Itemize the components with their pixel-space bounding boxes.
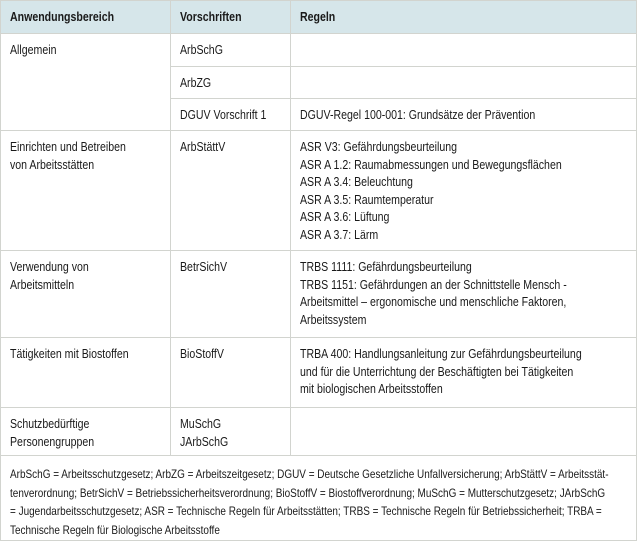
regel-text: Arbeitssystem <box>300 312 367 327</box>
header-anwendungsbereich: Anwendungsbereich <box>0 0 171 34</box>
table-row: Einrichten und Betreiben von Arbeitsstät… <box>0 130 637 251</box>
footnote-line: Technische Regeln für Biologische Arbeit… <box>10 523 220 537</box>
header-label: Anwendungsbereich <box>10 10 115 24</box>
table-header-row: Anwendungsbereich Vorschriften Regeln <box>0 0 637 34</box>
bereich-text: Einrichten und Betreiben <box>10 140 126 154</box>
table-row: ArbZG <box>1 66 637 99</box>
table-row: Allgemein ArbSchG <box>0 33 637 131</box>
vorschrift-text: ArbStättV <box>180 140 226 154</box>
regel-text: ASR A 3.5: Raumtemperatur <box>300 192 434 207</box>
cell-vorschrift: DGUV Vorschrift 1 <box>170 98 291 131</box>
cell-bereich: Verwendung von Arbeitsmitteln <box>0 250 171 338</box>
regel-text: mit biologischen Arbeitsstoffen <box>300 382 443 397</box>
regel-text: ASR A 3.7: Lärm <box>300 227 379 242</box>
cell-vorschrift: ArbStättV <box>170 130 291 251</box>
footnote-row: ArbSchG = Arbeitsschutzgesetz; ArbZG = A… <box>0 455 637 541</box>
regel-text: Arbeitsmittel – ergonomische und menschl… <box>300 295 567 310</box>
vorschrift-text: ArbSchG <box>180 43 223 57</box>
vorschrift-text: BetrSichV <box>180 260 228 274</box>
vorschrift-text: ArbZG <box>180 76 212 90</box>
cell-bereich: Schutzbedürftige Personengruppen <box>0 407 171 456</box>
header-regeln: Regeln <box>290 0 637 34</box>
footnote-line: tenverordnung; BetrSichV = Betriebssiche… <box>10 486 606 500</box>
header-vorschriften: Vorschriften <box>170 0 291 34</box>
bereich-text: von Arbeitsstätten <box>10 157 95 172</box>
regel-text: ASR A 1.2: Raumabmessungen und Bewegungs… <box>300 157 562 172</box>
vorschrift-text: JArbSchG <box>180 434 229 449</box>
vorschrift-text: MuSchG <box>180 417 222 431</box>
header-label: Vorschriften <box>180 10 242 24</box>
vorschrift-text: DGUV Vorschrift 1 <box>180 108 267 122</box>
cell-vorschrift: ArbSchG <box>170 33 291 67</box>
bereich-text: Tätigkeiten mit Biostoffen <box>10 347 129 361</box>
vorschrift-text: BioStoffV <box>180 347 224 361</box>
regel-text: DGUV-Regel 100-001: Grundsätze der Präve… <box>300 108 536 122</box>
cell-regeln: ASR V3: Gefährdungsbeurteilung ASR A 1.2… <box>290 130 637 251</box>
bereich-text: Verwendung von <box>10 260 89 274</box>
footnote-line: = Jugendarbeitsschutzgesetz; ASR = Techn… <box>10 505 602 518</box>
cell-regeln <box>290 33 637 67</box>
table-row: Tätigkeiten mit Biostoffen BioStoffV TRB… <box>0 337 637 408</box>
regel-text: ASR V3: Gefährdungsbeurteilung <box>300 140 458 154</box>
cell-vorschrift: BetrSichV <box>170 250 291 338</box>
regel-text: und für die Unterrichtung der Beschäftig… <box>300 364 574 379</box>
cell-vorschrift: ArbZG <box>170 66 291 99</box>
cell-bereich: Einrichten und Betreiben von Arbeitsstät… <box>0 130 171 251</box>
table-row: Schutzbedürftige Personengruppen MuSchG … <box>0 407 637 456</box>
cell-regeln <box>290 407 637 456</box>
regel-text: ASR A 3.6: Lüftung <box>300 210 390 225</box>
cell-vorschrift: MuSchG JArbSchG <box>170 407 291 456</box>
cell-bereich: Allgemein <box>0 33 171 131</box>
bereich-text: Schutzbedürftige <box>10 417 90 431</box>
header-label: Regeln <box>300 10 336 24</box>
table-row: Verwendung von Arbeitsmitteln BetrSichV … <box>0 250 637 338</box>
footnote: ArbSchG = Arbeitsschutzgesetz; ArbZG = A… <box>0 455 637 541</box>
cell-regeln <box>290 66 637 99</box>
bereich-text: Personengruppen <box>10 434 95 449</box>
cell-regeln: DGUV-Regel 100-001: Grundsätze der Präve… <box>290 98 637 131</box>
bereich-text: Allgemein <box>10 43 57 57</box>
regel-text: ASR A 3.4: Beleuchtung <box>300 175 413 190</box>
footnote-line: ArbSchG = Arbeitsschutzgesetz; ArbZG = A… <box>10 468 609 481</box>
bereich-text: Arbeitsmitteln <box>10 277 75 292</box>
regel-text: TRBS 1151: Gefährdungen an der Schnittst… <box>300 277 567 292</box>
cell-regeln: TRBA 400: Handlungsanleitung zur Gefährd… <box>290 337 637 408</box>
cell-bereich: Tätigkeiten mit Biostoffen <box>0 337 171 408</box>
cell-vorschrift: BioStoffV <box>170 337 291 408</box>
regel-text: TRBS 1111: Gefährdungsbeurteilung <box>300 260 472 274</box>
cell-regeln: TRBS 1111: Gefährdungsbeurteilung TRBS 1… <box>290 250 637 338</box>
regel-text: TRBA 400: Handlungsanleitung zur Gefährd… <box>300 347 582 361</box>
